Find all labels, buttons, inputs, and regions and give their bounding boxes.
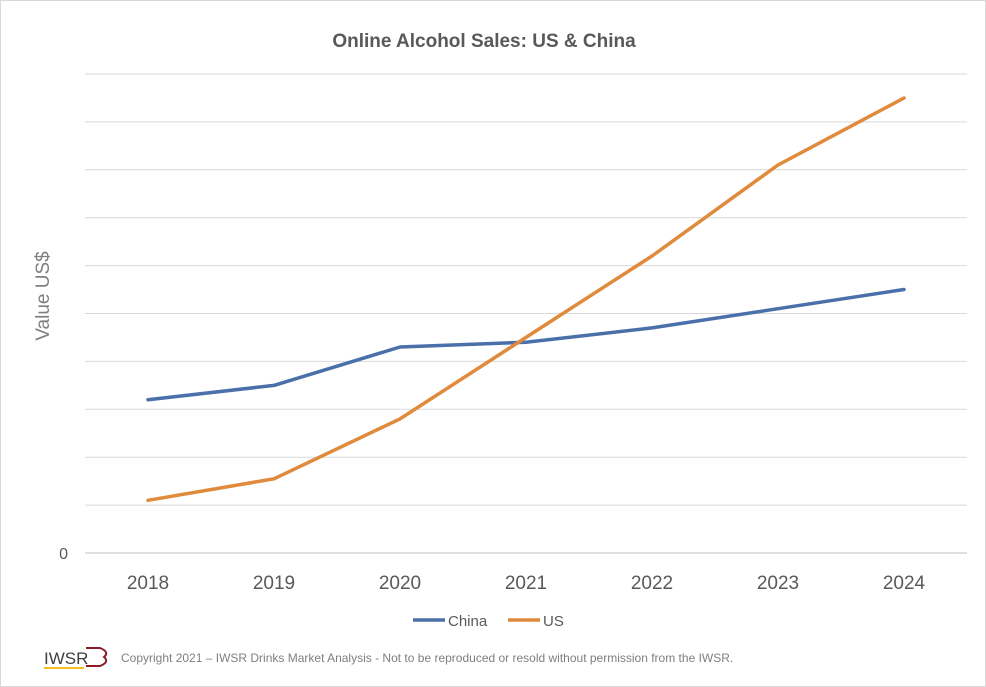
x-tick-label: 2021 xyxy=(505,573,547,594)
x-tick-label: 2022 xyxy=(631,573,673,594)
legend-label-us: US xyxy=(543,613,564,630)
gridlines xyxy=(85,73,967,554)
legend-label-china: China xyxy=(448,613,488,630)
chart-title: Online Alcohol Sales: US & China xyxy=(332,31,636,52)
series-line-us xyxy=(146,96,906,503)
series-line-china xyxy=(146,287,906,402)
x-tick-label: 2020 xyxy=(379,573,421,594)
iwsr-logo: IWSR xyxy=(44,647,108,669)
x-tick-label: 2018 xyxy=(127,573,169,594)
x-tick-label: 2024 xyxy=(883,573,926,594)
y-tick-label: 0 xyxy=(59,546,68,563)
tick-labels: 2018 2019 2020 2021 2022 2023 2024 0 xyxy=(59,546,925,594)
logo-underline xyxy=(44,667,84,669)
logo-text: IWSR xyxy=(44,649,88,668)
series-lines xyxy=(146,96,906,503)
legend: China US xyxy=(413,613,564,630)
x-tick-label: 2023 xyxy=(757,573,799,594)
copyright-notice: Copyright 2021 – IWSR Drinks Market Anal… xyxy=(121,651,733,665)
logo-wine-curve-icon xyxy=(86,647,108,667)
x-tick-label: 2019 xyxy=(253,573,295,594)
y-axis-label: Value US$ xyxy=(33,251,54,341)
